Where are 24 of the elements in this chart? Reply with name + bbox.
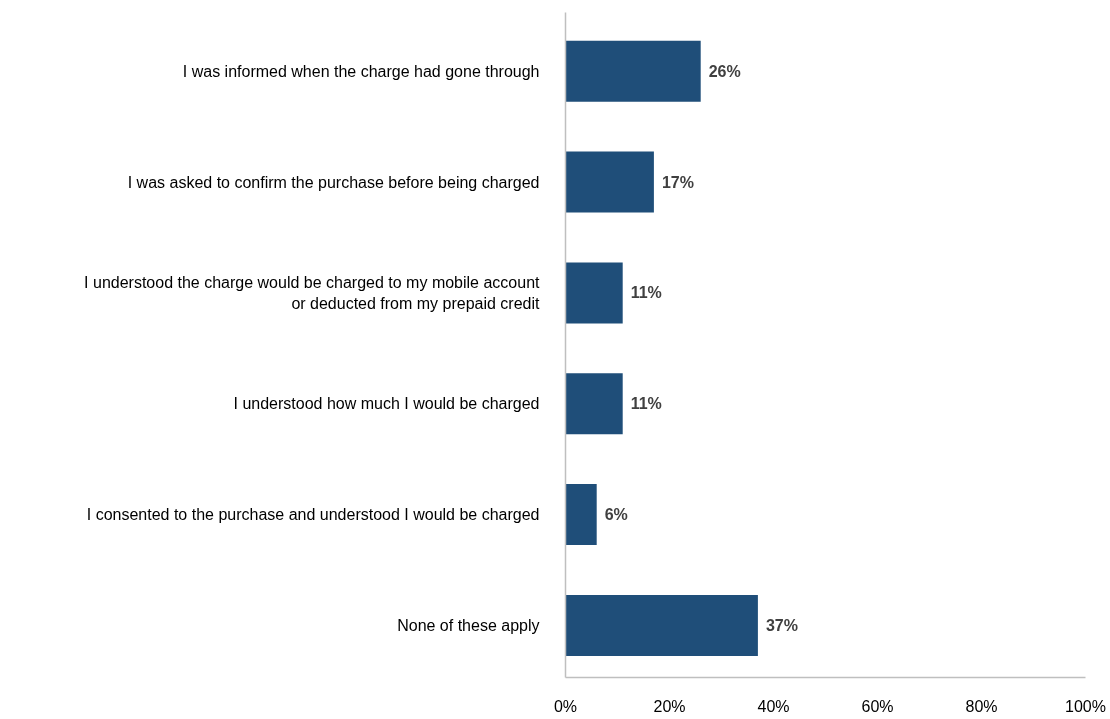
data-label: 11% [630,395,662,413]
bar [565,484,597,546]
bar [565,262,623,324]
y-tick-label: I understood the charge would be charged to my mobile account or deducted from my prepaid credit [84,274,541,312]
y-tick-label: I was asked to confirm the purchase before being charged [127,173,540,191]
x-tick-label: 100% [1065,697,1106,715]
x-tick-label: 20% [653,697,686,715]
bar [565,151,654,213]
y-tick-label: I was informed when the charge had gone through [182,62,540,80]
data-label: 26% [708,62,741,80]
x-tick-label: 40% [757,697,790,715]
x-tick-label: 60% [861,697,894,715]
data-label: 6% [604,506,628,524]
bar [565,40,701,102]
y-tick-label: None of these apply [397,616,540,634]
bar [565,373,623,435]
data-label: 17% [661,173,694,191]
x-tick-label: 0% [553,697,578,715]
y-tick-label: I understood how much I would be charged [233,395,540,413]
data-label: 37% [765,616,798,634]
bar [565,594,758,656]
data-label: 11% [630,284,662,302]
y-tick-label: I consented to the purchase and understood I would be charged [86,506,540,524]
x-tick-label: 80% [965,697,998,715]
